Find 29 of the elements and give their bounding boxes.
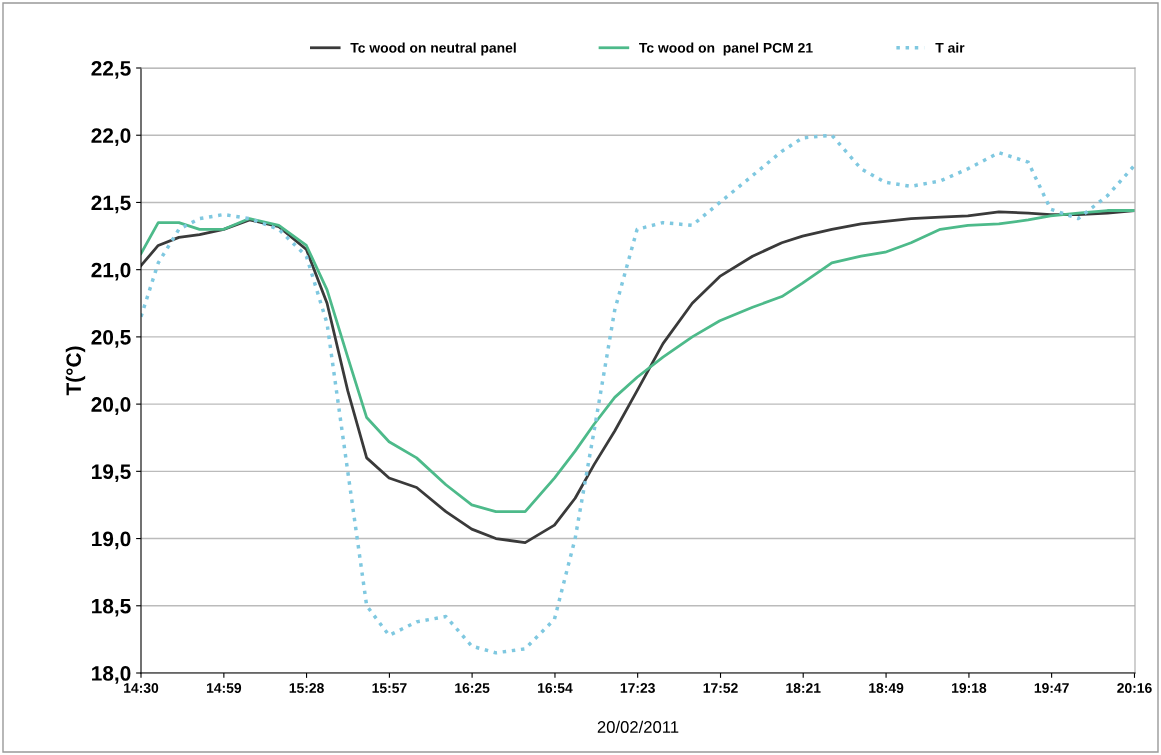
y-tick-label: 22,5 — [91, 61, 131, 79]
x-tick-label: 14:30 — [124, 683, 159, 693]
y-tick-label: 21,5 — [91, 195, 131, 214]
legend-label: T air — [935, 42, 965, 53]
y-tick-label: 18,0 — [92, 666, 131, 684]
x-tick-label: 20:16 — [1117, 683, 1152, 693]
x-axis-title: 20/02/2011 — [597, 720, 679, 733]
x-tick-label: 18:49 — [869, 683, 904, 693]
x-tick-label: 19:18 — [952, 683, 987, 693]
x-tick-label: 17:52 — [703, 683, 738, 693]
y-tick-label: 21,0 — [91, 262, 131, 281]
x-tick-label: 14:59 — [206, 683, 242, 693]
line-series — [141, 133, 1135, 655]
y-tick-label: 20,5 — [91, 329, 131, 348]
y-axis-title: T(°C) — [65, 346, 86, 396]
legend-label: Tc wood on panel PCM 21 — [639, 42, 813, 56]
x-tick-label: 18:21 — [786, 683, 821, 693]
x-tick-label: 15:57 — [372, 683, 407, 693]
y-tick-label: 20,0 — [91, 397, 131, 415]
legend-label: Tc wood on neutral panel — [350, 42, 516, 56]
x-tick-label: 15:28 — [289, 683, 324, 693]
x-tick-label: 16:25 — [455, 683, 490, 693]
x-tick-label: 17:23 — [620, 683, 655, 693]
y-tick-label: 18,5 — [92, 598, 131, 617]
x-tick-label: 19:47 — [1034, 683, 1069, 693]
y-tick-label: 22,0 — [91, 128, 131, 146]
y-tick-label: 19,5 — [92, 464, 131, 483]
y-tick-label: 19,0 — [92, 531, 131, 550]
x-tick-label: 16:54 — [538, 683, 573, 693]
